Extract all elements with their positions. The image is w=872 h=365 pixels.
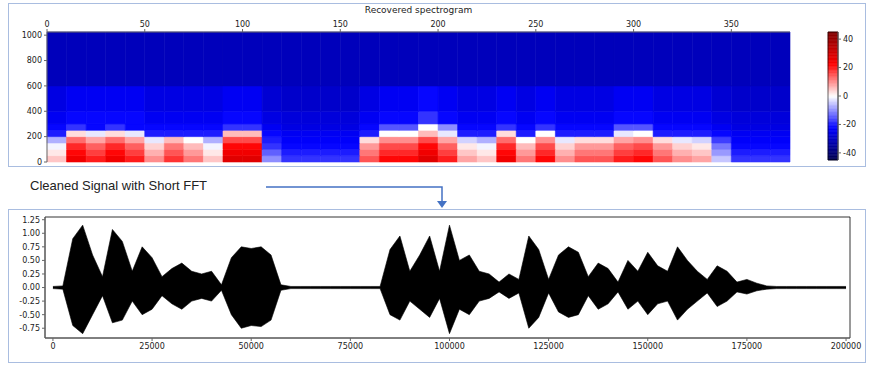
svg-text:200: 200 bbox=[430, 20, 445, 29]
svg-text:-0.50: -0.50 bbox=[19, 311, 40, 320]
svg-text:400: 400 bbox=[27, 107, 42, 116]
svg-text:200: 200 bbox=[27, 132, 42, 141]
svg-text:50: 50 bbox=[140, 20, 150, 29]
svg-text:50000: 50000 bbox=[238, 342, 263, 351]
svg-text:350: 350 bbox=[724, 20, 739, 29]
svg-text:-0.75: -0.75 bbox=[19, 324, 40, 333]
svg-text:0: 0 bbox=[50, 342, 55, 351]
svg-text:0: 0 bbox=[44, 20, 49, 29]
svg-text:0.50: 0.50 bbox=[22, 256, 40, 265]
html-text:Cleaned Signal with Short FFT: Cleaned Signal with Short FFT bbox=[30, 178, 207, 193]
svg-text:100000: 100000 bbox=[434, 342, 465, 351]
svg-text:-20: -20 bbox=[843, 120, 856, 129]
svg-text:-0.25: -0.25 bbox=[19, 297, 40, 306]
svg-text:1000: 1000 bbox=[22, 31, 42, 40]
svg-text:-40: -40 bbox=[843, 149, 856, 158]
svg-text:100: 100 bbox=[235, 20, 250, 29]
svg-text:300: 300 bbox=[626, 20, 641, 29]
svg-text:0.00: 0.00 bbox=[22, 283, 40, 292]
svg-text:75000: 75000 bbox=[338, 342, 363, 351]
svg-text:25000: 25000 bbox=[139, 342, 164, 351]
svg-text:0: 0 bbox=[37, 158, 42, 167]
svg-text:1.00: 1.00 bbox=[22, 229, 40, 238]
html-text:Recovered spectrogram: Recovered spectrogram bbox=[364, 5, 473, 15]
svg-text:0.75: 0.75 bbox=[22, 243, 40, 252]
svg-text:175000: 175000 bbox=[732, 342, 763, 351]
svg-text:0: 0 bbox=[843, 92, 848, 101]
svg-text:0.25: 0.25 bbox=[22, 270, 40, 279]
svg-text:150: 150 bbox=[333, 20, 348, 29]
svg-text:600: 600 bbox=[27, 82, 42, 91]
svg-text:125000: 125000 bbox=[533, 342, 564, 351]
svg-text:40: 40 bbox=[843, 35, 853, 44]
svg-text:800: 800 bbox=[27, 56, 42, 65]
svg-text:20: 20 bbox=[843, 63, 853, 72]
svg-text:150000: 150000 bbox=[632, 342, 663, 351]
svg-text:1.25: 1.25 bbox=[22, 216, 40, 225]
svg-text:250: 250 bbox=[528, 20, 543, 29]
svg-text:200000: 200000 bbox=[831, 342, 862, 351]
